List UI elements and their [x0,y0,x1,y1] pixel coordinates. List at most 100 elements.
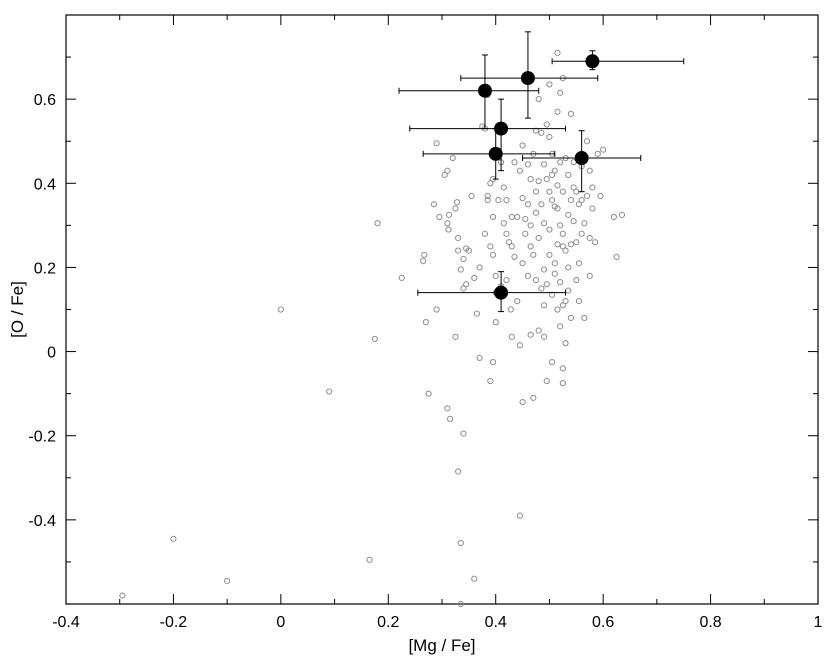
x-tick-label: -0.2 [160,614,188,631]
open-point [455,468,462,475]
open-point [463,245,470,252]
open-point [546,226,553,233]
open-point [565,287,572,294]
open-point [524,201,532,208]
open-point [586,272,593,279]
open-point [575,260,583,267]
open-point [460,430,467,437]
open-point [433,140,440,147]
x-tick-label: 0.8 [699,614,721,631]
open-point [457,539,464,547]
open-point [487,180,494,187]
open-point [514,213,521,221]
open-point [535,96,542,103]
open-point [170,535,177,542]
open-point [583,138,591,145]
open-point [549,197,556,204]
open-point [519,260,526,267]
open-point [559,230,566,237]
open-point [557,279,564,286]
open-point [540,266,548,273]
open-point [535,234,542,242]
open-point [366,556,373,563]
open-point [543,281,550,288]
open-point [554,306,561,313]
x-tick-label: 0.4 [485,614,507,631]
open-point [224,577,231,584]
open-point [586,167,593,174]
open-point [471,274,478,282]
filled-point [494,285,509,300]
open-point [452,205,459,212]
open-point [565,264,572,271]
y-tick-label: 0.2 [34,260,56,277]
open-point [610,213,617,221]
open-point [503,230,510,237]
open-point [538,129,545,136]
x-tick-label: 0 [276,614,285,631]
open-point [463,281,470,288]
open-point [492,319,499,326]
open-point [591,239,599,246]
open-point [468,192,475,200]
open-point [277,306,284,313]
x-tick-labels: -0.4 -0.2 0 0.2 0.4 0.6 0.8 1 [52,614,822,631]
open-point [573,188,580,195]
x-tick-label: 1 [814,614,823,631]
filled-point [574,151,589,166]
open-point [425,390,432,397]
open-point [441,171,448,178]
open-point [562,340,569,347]
open-point [549,171,556,178]
open-point [371,335,378,343]
open-point [583,192,591,200]
open-point-series [119,49,626,608]
open-point [549,358,556,366]
open-point [527,243,534,250]
y-tick-label: -0.2 [28,429,56,446]
open-point [489,251,497,258]
axis-ticks [65,14,819,605]
open-point [476,354,483,361]
open-point [527,222,534,229]
open-point [449,154,456,162]
y-tick-label: 0.4 [34,176,56,193]
open-point [489,358,497,366]
x-tick-label: 0.6 [592,614,614,631]
open-point [444,220,451,227]
open-point [613,253,620,261]
open-point [578,230,585,237]
open-point [540,161,548,168]
open-point [455,234,462,242]
open-point [567,197,575,204]
open-point [446,415,454,422]
x-tick-label: 0.2 [377,614,399,631]
open-point [481,230,489,237]
open-point [565,211,572,218]
open-point [557,159,564,166]
filled-point [585,54,600,69]
open-point [508,213,515,221]
y-tick-label: 0.6 [34,92,56,109]
open-point [436,213,443,221]
open-point [567,110,575,117]
open-point [538,285,545,292]
open-point [551,260,558,267]
open-point [487,377,494,385]
open-point [487,243,494,250]
open-point [455,247,462,254]
open-point [543,121,550,128]
open-point [535,178,542,185]
open-point [586,234,593,242]
open-point [326,388,333,395]
open-point [433,306,440,313]
open-point [460,255,467,263]
open-point [444,405,451,412]
open-point [457,266,464,273]
x-tick-label: -0.4 [52,614,80,631]
open-point [519,398,526,406]
y-tick-labels: -0.4 -0.2 0 0.2 0.4 0.6 [28,92,56,530]
open-point [589,184,596,191]
open-point [516,512,523,519]
